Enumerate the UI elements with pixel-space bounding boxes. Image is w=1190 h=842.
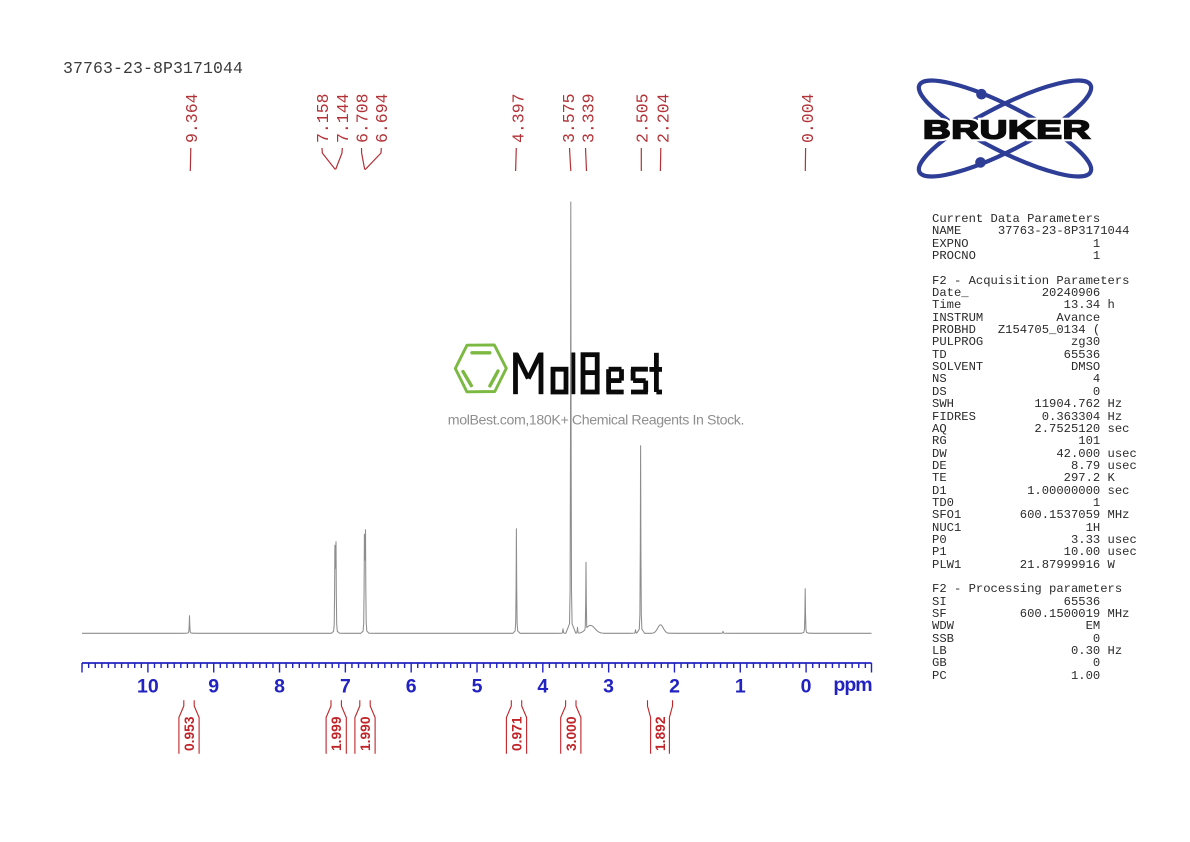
svg-text:4: 4	[537, 676, 548, 698]
svg-text:0.004: 0.004	[799, 93, 818, 143]
svg-text:ppm: ppm	[833, 674, 872, 696]
svg-text:molBest.com,180K+ Chemical Rea: molBest.com,180K+ Chemical Reagents In S…	[448, 413, 744, 429]
svg-text:BRUKER: BRUKER	[923, 116, 1091, 144]
svg-text:3.339: 3.339	[579, 93, 598, 143]
svg-text:2: 2	[669, 676, 680, 698]
svg-text:1: 1	[735, 676, 746, 698]
svg-text:7: 7	[340, 676, 351, 698]
svg-text:7.158: 7.158	[314, 93, 333, 143]
svg-text:4.397: 4.397	[509, 93, 528, 143]
svg-text:6: 6	[406, 676, 417, 698]
svg-text:2.505: 2.505	[634, 93, 653, 143]
svg-text:7.144: 7.144	[334, 93, 353, 143]
svg-text:1.892: 1.892	[653, 716, 668, 751]
svg-text:9.364: 9.364	[183, 93, 202, 143]
svg-text:6.708: 6.708	[353, 93, 372, 143]
svg-text:3.575: 3.575	[560, 93, 579, 143]
svg-text:1.990: 1.990	[358, 716, 373, 751]
svg-text:3.000: 3.000	[564, 716, 579, 751]
svg-text:3: 3	[603, 676, 614, 698]
svg-text:2.204: 2.204	[654, 93, 673, 143]
svg-text:0.971: 0.971	[510, 716, 525, 751]
svg-text:0.953: 0.953	[182, 716, 197, 751]
svg-text:10: 10	[137, 676, 159, 698]
svg-text:9: 9	[208, 676, 219, 698]
svg-text:5: 5	[472, 676, 483, 698]
svg-text:8: 8	[274, 676, 285, 698]
svg-text:0: 0	[801, 676, 812, 698]
svg-text:6.694: 6.694	[373, 93, 392, 143]
svg-text:BRUKER: BRUKER	[923, 116, 1091, 144]
svg-text:1.999: 1.999	[329, 716, 344, 751]
